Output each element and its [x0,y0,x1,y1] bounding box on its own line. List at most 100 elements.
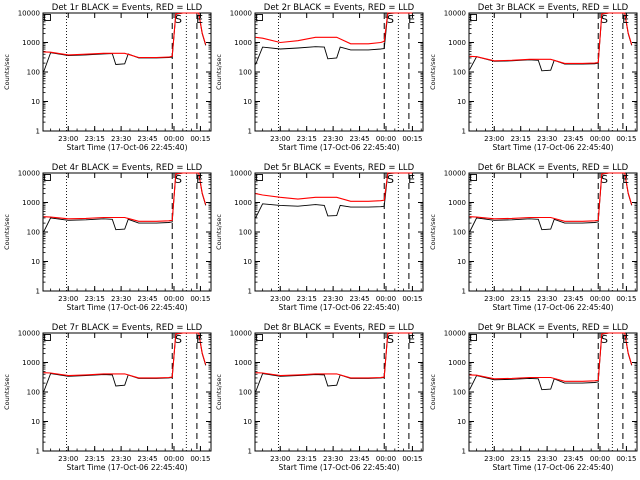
marker-s: S [601,13,608,26]
marker-s: S [387,333,394,346]
y-tick-label: 100 [239,69,252,77]
x-tick-label: 23:30 [111,135,131,143]
y-tick-label: 1000 [234,359,252,367]
y-axis-label: Counts/sec [429,374,437,410]
y-tick-label: 1 [462,128,466,136]
x-axis-label: Start Time (17-Oct-06 22:45:40) [278,463,399,472]
plot-frame [42,332,212,452]
x-tick-label: 00:00 [590,295,610,303]
y-tick-label: 100 [453,69,466,77]
y-tick-label: 10 [457,98,466,106]
x-tick-label: 23:45 [563,295,583,303]
y-tick-label: 10000 [444,330,466,338]
y-tick-label: 10000 [444,10,466,18]
y-tick-label: 1 [248,128,252,136]
x-tick-label: 23:30 [111,455,131,463]
x-axis-label: Start Time (17-Oct-06 22:45:40) [66,463,187,472]
panel-det-8r: Det 8r BLACK = Events, RED = LLD 1 10 100 10… [215,323,424,472]
plot-frame [254,332,424,452]
y-tick-label: 10000 [18,10,40,18]
y-tick-label: 10 [243,258,252,266]
y-tick-label: 1000 [234,39,252,47]
marker-s: S [387,173,394,186]
panel-det-2r: Det 2r BLACK = Events, RED = LLD 1 10 100 10… [215,3,424,152]
panel-title: Det 1r BLACK = Events, RED = LLD [52,3,203,13]
x-tick-label: 23:45 [349,295,369,303]
x-tick-label: 00:15 [616,455,636,463]
lld-series-line [43,172,207,222]
y-tick-label: 10 [457,258,466,266]
corner-box-icon [256,174,263,181]
y-tick-label: 10 [31,98,40,106]
marker-s: S [175,333,182,346]
x-tick-label: 23:00 [58,135,78,143]
x-tick-label: 00:00 [590,455,610,463]
lld-series-line [255,172,413,202]
lld-series-line [43,12,207,59]
y-axis-label: Counts/sec [215,374,223,410]
panel-det-7r: Det 7r BLACK = Events, RED = LLD 1 10 100 10… [3,323,212,472]
x-tick-label: 23:30 [537,135,557,143]
x-tick-label: 00:15 [402,455,422,463]
panel-title: Det 6r BLACK = Events, RED = LLD [478,163,629,173]
panel-det-1r: Det 1r BLACK = Events, RED = LLD 1 10 100 10… [3,3,212,152]
marker-e: E [196,173,203,186]
y-axis-label: Counts/sec [215,214,223,250]
x-tick-label: 00:15 [616,295,636,303]
x-axis-label: Start Time (17-Oct-06 22:45:40) [66,143,187,152]
corner-box-icon [470,334,477,341]
x-tick-label: 23:15 [85,135,105,143]
panel-det-3r: Det 3r BLACK = Events, RED = LLD 1 10 100 10… [429,3,638,152]
panel-det-5r: Det 5r BLACK = Events, RED = LLD 1 10 100 10… [215,163,424,312]
plot-frame [42,172,212,292]
x-tick-label: 00:00 [164,135,184,143]
y-tick-label: 10000 [444,170,466,178]
x-axis-label: Start Time (17-Oct-06 22:45:40) [492,463,613,472]
x-tick-label: 23:00 [484,135,504,143]
x-tick-label: 00:00 [376,455,396,463]
x-axis-label: Start Time (17-Oct-06 22:45:40) [492,143,613,152]
y-tick-label: 10 [31,258,40,266]
y-tick-label: 1000 [22,199,40,207]
x-axis-label: Start Time (17-Oct-06 22:45:40) [492,303,613,312]
marker-e: E [622,333,629,346]
x-tick-label: 23:45 [349,135,369,143]
marker-e: E [408,333,415,346]
marker-e: E [622,13,629,26]
y-tick-label: 10000 [230,170,252,178]
panel-det-9r: Det 9r BLACK = Events, RED = LLD 1 10 100 10… [429,323,638,472]
y-tick-label: 1000 [448,199,466,207]
x-tick-label: 23:45 [563,455,583,463]
marker-s: S [387,13,394,26]
y-tick-label: 1 [462,448,466,456]
lld-series-line [43,332,207,379]
marker-e: E [196,333,203,346]
y-tick-label: 10000 [230,10,252,18]
x-tick-label: 23:45 [563,135,583,143]
x-tick-label: 23:15 [511,455,531,463]
marker-e: E [622,173,629,186]
y-tick-label: 10 [243,418,252,426]
x-tick-label: 23:15 [297,135,317,143]
y-axis-label: Counts/sec [429,214,437,250]
x-tick-label: 23:00 [484,295,504,303]
corner-box-icon [44,174,51,181]
y-tick-label: 100 [239,389,252,397]
x-tick-label: 23:15 [85,295,105,303]
y-tick-label: 1 [462,288,466,296]
panel-title: Det 2r BLACK = Events, RED = LLD [264,3,415,13]
panel-title: Det 4r BLACK = Events, RED = LLD [52,163,203,173]
y-tick-label: 10 [31,418,40,426]
y-tick-label: 1000 [22,359,40,367]
corner-box-icon [470,174,477,181]
y-axis-label: Counts/sec [3,54,11,90]
x-tick-label: 00:15 [190,295,210,303]
lld-series-line [469,172,633,222]
x-tick-label: 23:15 [511,135,531,143]
plot-frame [468,12,638,132]
y-tick-label: 100 [453,389,466,397]
x-tick-label: 23:00 [270,135,290,143]
x-tick-label: 23:30 [111,295,131,303]
y-tick-label: 100 [27,69,40,77]
